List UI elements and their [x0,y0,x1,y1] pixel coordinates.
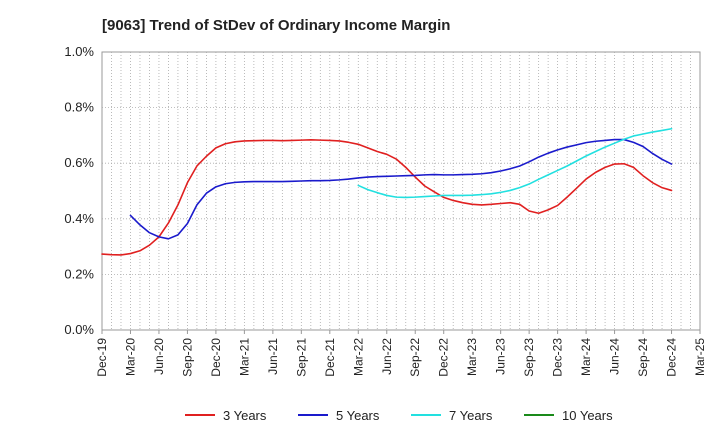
chart-title: [9063] Trend of StDev of Ordinary Income… [102,17,450,34]
x-tick-label: Sep-23 [522,338,536,377]
series-line-5-years [129,138,673,240]
series-line-7-years [357,127,673,199]
legend-label-3-years: 3 Years [223,408,267,423]
x-axis: Dec-19 Mar-20 Jun-20 Sep-20 Dec-20 Mar-21 Jun-… [95,330,707,377]
x-tick-label: Dec-21 [323,338,337,377]
plot-area [101,51,701,331]
x-tick-label: Mar-25 [693,338,707,376]
x-tick-label: Jun-24 [608,338,622,375]
x-tick-label: Jun-23 [494,338,508,375]
x-tick-label: Mar-23 [465,338,479,376]
x-tick-label: Jun-22 [380,338,394,375]
x-tick-label: Sep-21 [294,338,308,377]
x-tick-label: Sep-24 [636,338,650,377]
y-tick-label: 0.8% [64,100,94,115]
x-tick-label: Sep-20 [180,338,194,377]
legend-label-5-years: 5 Years [336,408,380,423]
legend-label-10-years: 10 Years [562,408,613,423]
y-tick-label: 0.4% [64,211,94,226]
y-tick-label: 0.2% [64,266,94,281]
x-tick-label: Sep-22 [408,338,422,377]
x-tick-label: Dec-24 [665,338,679,377]
series-line-3-years [101,139,673,256]
y-axis: 0.0% 0.2% 0.4% 0.6% 0.8% 1.0% [64,44,94,337]
x-tick-label: Jun-20 [152,338,166,375]
x-tick-label: Mar-21 [237,338,251,376]
series-lines [101,127,673,256]
x-tick-label: Mar-24 [579,338,593,376]
x-tick-label: Dec-23 [551,338,565,377]
legend: 3 Years 5 Years 7 Years 10 Years [185,408,613,423]
y-tick-label: 1.0% [64,44,94,59]
x-tick-label: Mar-20 [123,338,137,376]
y-tick-label: 0.6% [64,155,94,170]
x-tick-label: Dec-22 [437,338,451,377]
legend-label-7-years: 7 Years [449,408,493,423]
x-tick-label: Dec-20 [209,338,223,377]
y-tick-label: 0.0% [64,322,94,337]
x-tick-label: Mar-22 [351,338,365,376]
x-tick-label: Dec-19 [95,338,109,377]
x-tick-label: Jun-21 [266,338,280,375]
